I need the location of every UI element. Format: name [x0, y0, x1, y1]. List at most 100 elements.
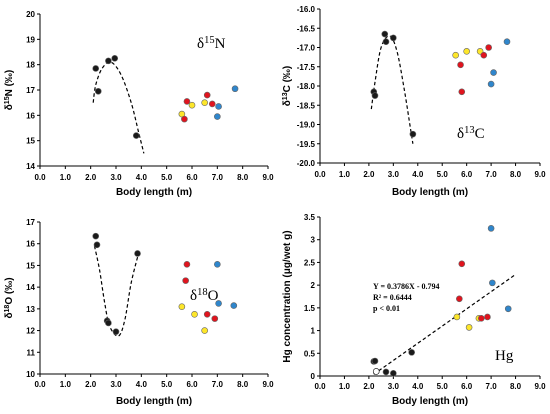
panel-label-sup: 15 — [204, 35, 215, 46]
x-tick-label: 9.0 — [534, 170, 546, 179]
data-point — [92, 232, 100, 240]
panel-label-rest: C — [475, 126, 485, 142]
panel-label-rest: O — [208, 288, 219, 304]
data-point — [382, 38, 390, 46]
y-tick-label: 3 — [311, 236, 316, 245]
data-point — [390, 369, 397, 377]
y-axis-title-sup: 13 — [282, 92, 289, 100]
x-tick-label: 0.0 — [34, 173, 46, 182]
x-tick-label: 5.0 — [437, 170, 449, 179]
x-tick-label: 3.0 — [388, 170, 400, 179]
data-point — [487, 225, 495, 232]
data-point — [105, 57, 112, 65]
panel-label-base: Hg — [495, 348, 514, 364]
y-tick-label: -16.5 — [297, 24, 316, 33]
y-axis-title: Hg concentration (μg/wet g) — [282, 230, 293, 362]
x-tick-label: 0.0 — [314, 170, 326, 179]
y-tick-label: 17 — [26, 86, 35, 95]
panel-label: δ15N — [197, 35, 226, 53]
x-tick-label: 1.0 — [339, 170, 351, 179]
data-point — [201, 327, 208, 334]
data-point — [112, 328, 120, 335]
data-point — [463, 48, 470, 55]
data-point — [178, 303, 186, 310]
x-tick-label: 1.0 — [339, 382, 351, 391]
x-tick-label: 1.0 — [60, 173, 72, 182]
data-point — [381, 30, 389, 38]
y-tick-label: 14 — [26, 283, 35, 292]
panel-label-rest: N — [215, 36, 226, 52]
x-tick-label: 6.0 — [186, 380, 198, 389]
panel-label: δ13C — [457, 125, 485, 143]
y-tick-label: 12 — [26, 327, 35, 336]
regression-annotation: R² = 0.6444 — [373, 293, 412, 302]
x-tick-label: 9.0 — [534, 382, 546, 391]
fit-curve — [93, 245, 140, 337]
chart-panel-carbon: 0.0 1.0 2.0 3.0 4.0 5.0 6.0 7.0 8.0 9.0 -16.0 -16.5… — [282, 5, 547, 198]
y-tick-label: 3.5 — [304, 213, 316, 222]
data-point — [390, 34, 397, 42]
data-point — [111, 55, 119, 62]
y-tick-label: 19 — [26, 35, 35, 44]
x-tick-label: 0.0 — [314, 382, 326, 391]
data-point — [230, 302, 238, 309]
x-tick-label: 4.0 — [136, 173, 148, 182]
data-point — [214, 113, 221, 120]
y-tick-label: 10 — [26, 370, 35, 379]
x-tick-label: 9.0 — [262, 380, 274, 389]
x-tick-label: 8.0 — [510, 382, 522, 391]
y-tick-label: 18 — [26, 61, 35, 70]
x-tick-label: 9.0 — [262, 173, 274, 182]
x-tick-label: 4.0 — [412, 170, 424, 179]
chart-panel-oxygen: 0.0 1.0 2.0 3.0 4.0 5.0 6.0 7.0 8.0 9.0 10 11 12 13 14… — [4, 218, 275, 407]
x-tick-label: 7.0 — [486, 382, 498, 391]
y-tick-label: -17.0 — [297, 44, 316, 53]
y-tick-label: -18.0 — [297, 82, 316, 91]
y-axis-title-base: δ — [282, 100, 293, 106]
data-point — [371, 92, 379, 99]
data-point — [215, 103, 222, 110]
data-point — [458, 88, 466, 96]
data-point — [92, 65, 100, 72]
x-axis-title: Body length (m) — [116, 187, 192, 198]
data-point — [201, 99, 208, 106]
data-point — [203, 310, 211, 318]
x-tick-label: 8.0 — [237, 380, 249, 389]
chart-panel-mercury: 0.0 1.0 2.0 3.0 4.0 5.0 6.0 7.0 8.0 9.0 0 0.5 1 1.5 2 2… — [282, 213, 546, 407]
y-axis-title-rest: N (‰) — [4, 70, 15, 97]
regression-annotation: Y = 0.3786X - 0.794 — [373, 282, 439, 291]
data-point — [132, 132, 140, 139]
x-tick-label: 0.0 — [34, 380, 46, 389]
y-tick-label: 14 — [26, 162, 35, 171]
y-tick-label: -19.5 — [297, 140, 316, 149]
regression-line — [373, 273, 516, 375]
data-point — [191, 310, 198, 318]
data-point — [208, 100, 216, 108]
x-tick-label: 8.0 — [237, 173, 249, 182]
data-point — [94, 87, 102, 95]
data-point — [484, 313, 491, 321]
y-tick-label: -19.0 — [297, 121, 316, 130]
y-tick-label: 20 — [26, 10, 35, 19]
x-tick-label: 5.0 — [161, 173, 173, 182]
y-axis-title-base: δ — [4, 312, 15, 318]
x-axis-title: Body length (m) — [392, 396, 468, 407]
panel-label: δ18O — [190, 287, 219, 305]
x-tick-label: 6.0 — [461, 382, 473, 391]
data-point — [181, 115, 188, 123]
data-point — [183, 98, 191, 105]
panel-label-base: δ — [197, 36, 204, 52]
data-point — [231, 85, 239, 93]
x-tick-label: 6.0 — [186, 173, 198, 182]
x-tick-label: 3.0 — [388, 382, 400, 391]
data-point — [480, 51, 488, 59]
data-point — [382, 368, 390, 376]
data-point — [188, 101, 196, 109]
x-tick-label: 7.0 — [212, 173, 224, 182]
data-point — [453, 313, 461, 321]
x-tick-label: 2.0 — [363, 382, 375, 391]
y-tick-label: -20.0 — [297, 159, 316, 168]
y-tick-label: 16 — [26, 240, 35, 249]
panel-label-sup: 13 — [464, 125, 475, 136]
